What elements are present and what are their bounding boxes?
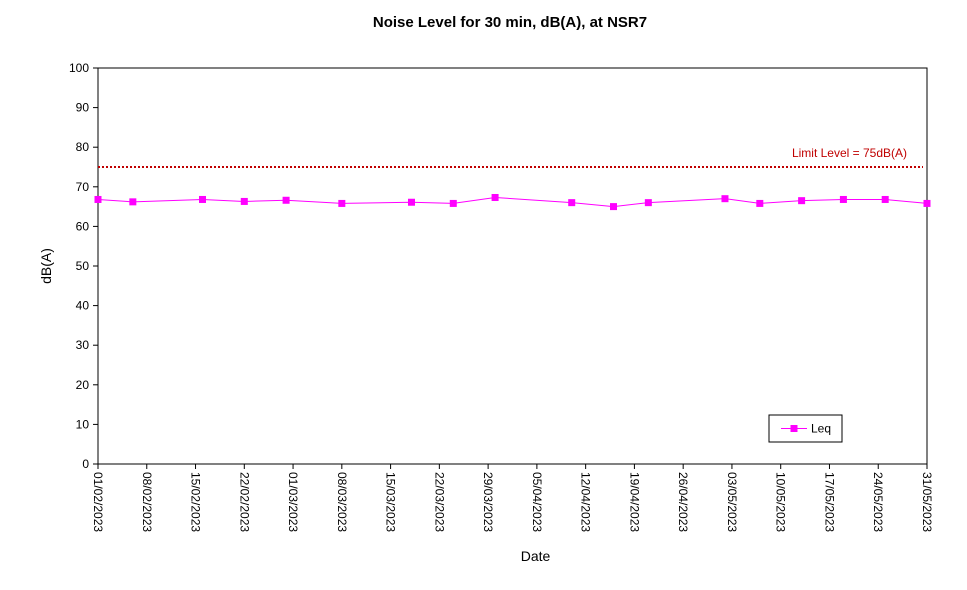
x-tick-label-7: 22/03/2023 [432,472,446,532]
data-point-5 [338,199,346,207]
x-tick-label-0: 01/02/2023 [91,472,105,532]
data-point-8 [491,193,499,201]
y-tick-label-40: 40 [76,299,90,313]
chart-title: Noise Level for 30 min, dB(A), at NSR7 [373,14,647,31]
legend-entry-leq: Leq [811,422,831,436]
limit-level-label: Limit Level = 75dB(A) [792,146,907,160]
data-point-17 [923,199,931,207]
x-tick-label-4: 01/03/2023 [286,472,300,532]
data-point-4 [282,196,290,204]
x-axis-label: Date [521,548,551,564]
y-tick-label-70: 70 [76,180,90,194]
y-tick-label-90: 90 [76,101,90,115]
y-tick-label-20: 20 [76,378,90,392]
x-axis: 01/02/2023 08/02/2023 15/02/2023 22/02/2023… [91,464,934,532]
legend: Leq [768,414,843,443]
x-tick-label-3: 22/02/2023 [237,472,251,532]
data-point-6 [407,198,415,206]
y-tick-label-100: 100 [69,61,89,75]
y-tick-label-80: 80 [76,140,90,154]
y-axis-label: dB(A) [38,248,54,284]
data-point-9 [568,199,576,207]
x-tick-label-2: 15/02/2023 [189,472,203,532]
x-tick-label-5: 08/03/2023 [335,472,349,532]
data-point-16 [881,195,889,203]
x-tick-label-17: 31/05/2023 [920,472,934,532]
series-leq [94,193,931,211]
x-tick-label-13: 03/05/2023 [725,472,739,532]
series-line-0 [97,196,928,208]
data-point-10 [610,203,618,211]
y-tick-label-60: 60 [76,219,90,233]
x-tick-label-16: 24/05/2023 [871,472,885,532]
y-axis: 0 10 20 30 40 50 60 70 80 90 100 [69,61,98,471]
x-tick-label-14: 10/05/2023 [774,472,788,532]
x-tick-label-6: 15/03/2023 [384,472,398,532]
x-tick-label-1: 08/02/2023 [140,472,154,532]
data-point-12 [721,195,729,203]
legend-marker [790,425,798,432]
data-point-3 [240,197,248,205]
plot-area [97,67,928,465]
data-point-11 [644,199,652,207]
x-tick-label-12: 26/04/2023 [676,472,690,532]
data-point-2 [198,195,206,203]
y-tick-label-30: 30 [76,338,90,352]
x-tick-label-9: 05/04/2023 [530,472,544,532]
y-tick-label-10: 10 [76,417,90,431]
data-point-0 [94,195,102,203]
data-point-15 [839,195,847,203]
limit-level: Limit Level = 75dB(A) [98,146,923,168]
data-point-1 [129,198,137,206]
data-point-14 [798,197,806,205]
x-tick-label-10: 12/04/2023 [579,472,593,532]
y-tick-label-50: 50 [76,259,90,273]
data-point-7 [449,199,457,207]
x-tick-label-11: 19/04/2023 [627,472,641,532]
data-point-13 [756,199,764,207]
y-tick-label-0: 0 [82,457,89,471]
x-tick-label-8: 29/03/2023 [481,472,495,532]
x-tick-label-15: 17/05/2023 [822,472,836,532]
